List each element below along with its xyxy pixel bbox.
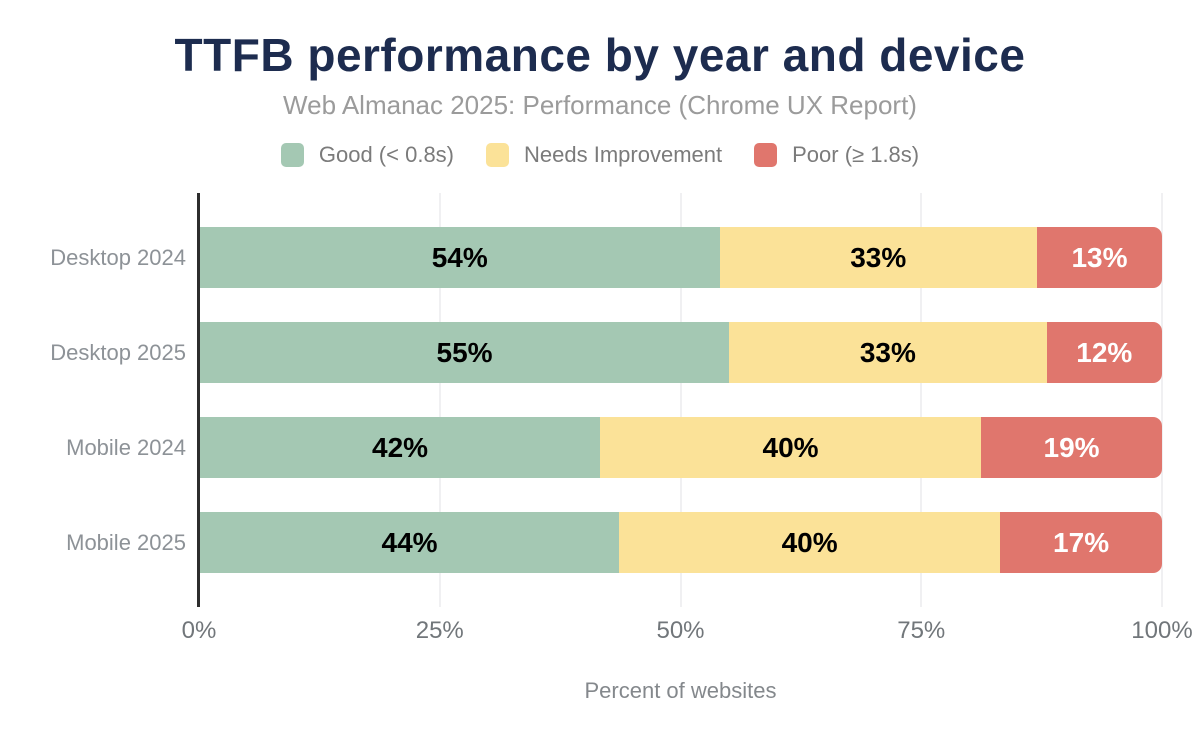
- bar-row-desktop-2025: 55% 33% 12%: [200, 322, 1163, 383]
- bar-value-label: 12%: [1076, 336, 1133, 368]
- legend-item-2: Poor (≥ 1.8s): [754, 142, 919, 168]
- legend-label: Needs Improvement: [524, 142, 723, 167]
- y-axis-line: [197, 193, 200, 607]
- bar-segment: 54%: [200, 227, 720, 288]
- bar-value-label: 42%: [372, 431, 429, 463]
- x-tick-label: 100%: [1131, 617, 1193, 644]
- gridline-100: [1161, 193, 1163, 607]
- category-label: Desktop 2025: [50, 340, 186, 365]
- legend-swatch-icon: [486, 143, 510, 167]
- bar-value-label: 55%: [436, 336, 493, 368]
- bar-row-mobile-2025: 44% 40% 17%: [200, 512, 1163, 573]
- bar-segment: 17%: [1000, 512, 1163, 573]
- bar-value-label: 33%: [859, 336, 916, 368]
- bar-segment: 55%: [200, 322, 730, 383]
- legend-item-1: Needs Improvement: [486, 142, 722, 168]
- x-tick-label: 25%: [415, 617, 464, 644]
- bar-segment: 40%: [600, 417, 982, 478]
- bar-value-label: 54%: [431, 241, 488, 273]
- legend: Good (< 0.8s) Needs Improvement Poor (≥ 1.…: [0, 141, 1200, 169]
- plot-area: 54% 33% 13% 55% 33% 12% 42% 40% 19% 44% 40% 17%: [197, 193, 1163, 607]
- bar-value-label: 40%: [781, 526, 838, 558]
- chart-title: TTFB performance by year and device: [174, 29, 1026, 81]
- category-label: Mobile 2024: [66, 435, 186, 460]
- category-label: Desktop 2024: [50, 245, 186, 270]
- legend-item-0: Good (< 0.8s): [280, 142, 455, 168]
- legend-label: Poor (≥ 1.8s): [792, 142, 920, 167]
- bar-value-label: 17%: [1053, 526, 1110, 558]
- gridline-50: [679, 193, 682, 607]
- chart-subtitle: Web Almanac 2025: Performance (Chrome UX…: [283, 90, 917, 120]
- category-label: Mobile 2025: [66, 530, 186, 555]
- x-tick-label: 0%: [181, 617, 217, 644]
- x-axis-ticks: 0% 25% 50% 75% 100%: [182, 617, 1193, 645]
- bar-segment: 19%: [981, 417, 1163, 478]
- bar-row-mobile-2024: 42% 40% 19%: [200, 417, 1163, 478]
- bar-value-label: 40%: [762, 431, 819, 463]
- bar-segment: 13%: [1036, 227, 1163, 288]
- bar-segment: 42%: [200, 417, 601, 478]
- x-tick-label: 75%: [897, 617, 946, 644]
- x-axis-title: Percent of websites: [584, 678, 777, 703]
- bar-row-desktop-2024: 54% 33% 13%: [200, 227, 1163, 288]
- bar-value-label: 19%: [1043, 431, 1100, 463]
- gridline-75: [920, 193, 923, 607]
- bar-segment: 12%: [1046, 322, 1163, 383]
- legend-swatch-icon: [280, 143, 304, 167]
- legend-label: Good (< 0.8s): [318, 142, 455, 167]
- x-tick-label: 50%: [656, 617, 705, 644]
- bar-segment: 44%: [200, 512, 620, 573]
- bar-value-label: 13%: [1071, 241, 1128, 273]
- bar-segment: 40%: [619, 512, 1001, 573]
- bar-value-label: 44%: [381, 526, 438, 558]
- bar-segment: 33%: [729, 322, 1047, 383]
- gridline-25: [438, 193, 441, 607]
- bar-segment: 33%: [719, 227, 1037, 288]
- bar-value-label: 33%: [850, 241, 907, 273]
- legend-swatch-icon: [754, 143, 778, 167]
